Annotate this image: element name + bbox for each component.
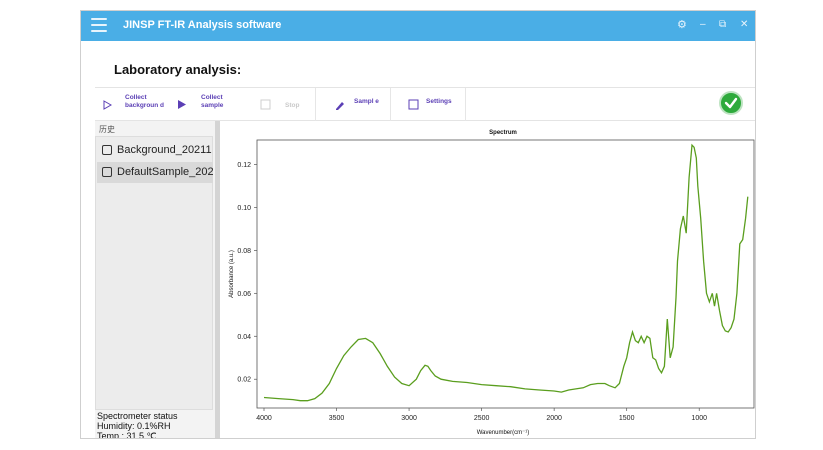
stop-icon [260,99,271,110]
chart-file-icon [102,167,112,177]
status-title: Spectrometer status [97,411,178,421]
history-label: 历史 [99,125,115,134]
check-circle-icon[interactable] [719,91,743,115]
history-item[interactable]: Background_20211 [97,140,213,161]
history-sidebar: 历史 Background_20211 DefaultSample_202 Sp… [95,121,215,439]
x-axis-label: Wavenumber(cm⁻¹) [477,430,530,436]
play-icon [178,100,186,109]
close-icon[interactable]: ✕ [740,19,749,30]
x-tick-label: 1000 [691,415,707,422]
pencil-icon [336,102,344,110]
y-tick-label: 0.06 [237,291,251,298]
collect-sample-button[interactable]: Collect sample [173,88,251,122]
spectrum-series-line [263,143,749,402]
title-bar: JINSP FT-IR Analysis software ⚙ – ⧉ ✕ [81,11,755,41]
x-tick-label: 2000 [546,415,562,422]
collect-background-button[interactable]: Collect backgroun d [95,88,173,122]
sample-button[interactable]: Sampl e [316,88,390,122]
humidity-readout: Humidity: 0.1%RH [97,421,171,431]
x-tick-label: 2500 [474,415,490,422]
panel-splitter[interactable] [215,121,220,438]
y-tick-label: 0.12 [237,162,251,169]
app-title: JINSP FT-IR Analysis software [123,19,282,31]
minimize-icon[interactable]: – [700,19,706,30]
toolbar: Collect backgroun d Collect sample Stop … [95,87,755,122]
chart-file-icon [102,145,112,155]
y-tick-label: 0.08 [237,248,251,255]
plot-frame [256,139,755,409]
spectrum-chart[interactable]: Spectrum 4000 3500 3000 2500 2000 1500 1000 0.0… [220,121,755,438]
gear-icon[interactable]: ⚙ [677,19,687,31]
settings-button[interactable]: Settings [391,88,465,122]
checkbox-icon [408,99,419,110]
history-item-label: Background_20211 [117,144,212,156]
spectrum-chart-svg: Spectrum 4000 3500 3000 2500 2000 1500 1000 0.0… [229,130,755,436]
toolbar-divider [390,88,391,122]
history-item[interactable]: DefaultSample_202 [97,162,213,183]
spectrometer-status: Spectrometer status Humidity: 0.1%RH Tem… [97,411,213,439]
toolbar-divider [315,88,316,122]
y-tick-label: 0.02 [237,377,251,384]
restore-icon[interactable]: ⧉ [719,19,727,30]
y-tick-label: 0.10 [237,205,251,212]
x-tick-label: 3500 [329,415,345,422]
x-tick-label: 3000 [401,415,417,422]
app-window: JINSP FT-IR Analysis software ⚙ – ⧉ ✕ La… [80,10,756,439]
toolbar-divider [465,88,466,122]
history-item-label: DefaultSample_202 [117,166,213,178]
y-tick-label: 0.04 [237,334,251,341]
y-axis-label: Absorbance (a.u.) [229,250,235,298]
collect-background-label: Collect backgroun d [125,94,165,109]
x-tick-label: 1500 [619,415,635,422]
collect-sample-label: Collect sample [201,94,224,109]
sample-label: Sampl e [354,98,379,105]
check-mark-icon [724,97,738,109]
play-outline-icon [103,100,112,110]
stop-button[interactable]: Stop [251,88,315,122]
settings-label: Settings [426,98,452,105]
chart-title: Spectrum [489,130,517,136]
stop-label: Stop [285,102,300,109]
history-list: Background_20211 DefaultSample_202 [95,136,213,410]
x-tick-label: 4000 [256,415,272,422]
temperature-readout: Temp.: 31.5 ℃ [97,431,157,439]
page-title: Laboratory analysis: [114,62,242,77]
menu-icon[interactable] [91,18,107,32]
